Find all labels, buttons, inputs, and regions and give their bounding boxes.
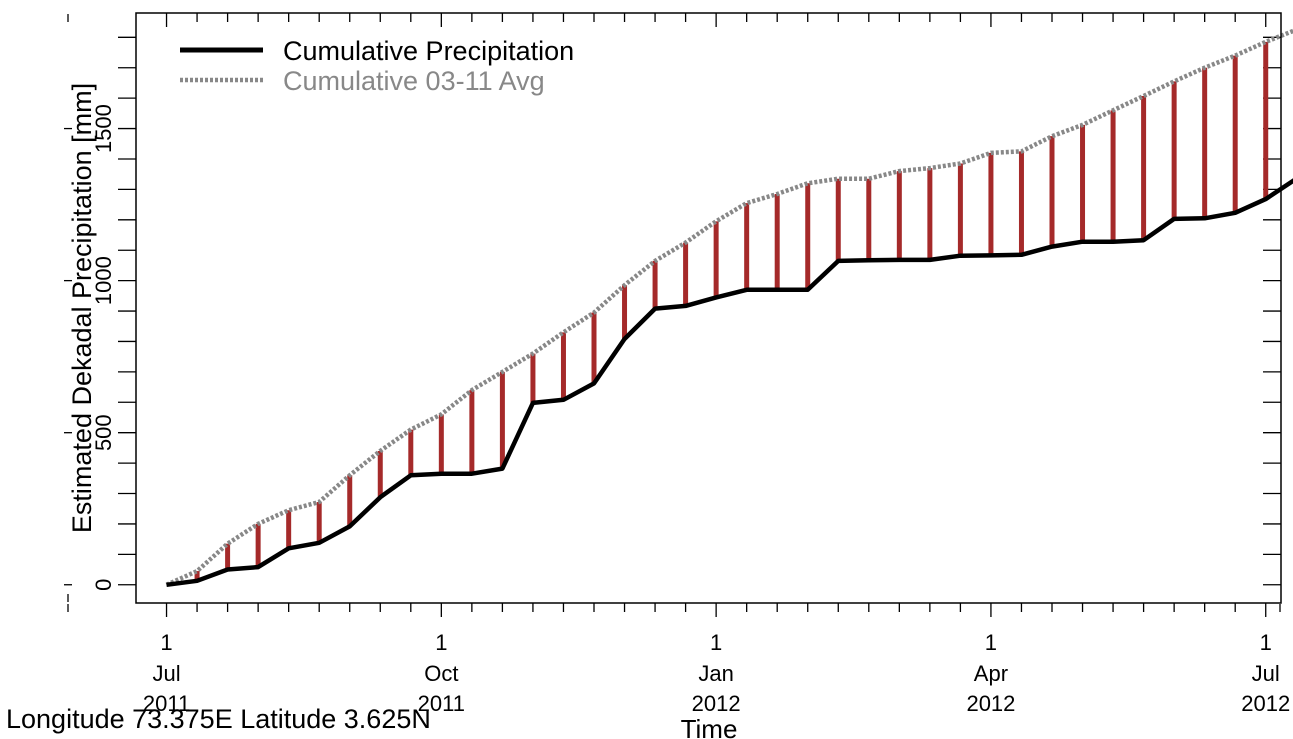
- x-tick-month: Jul: [152, 661, 180, 686]
- legend-label-precipitation: Cumulative Precipitation: [283, 36, 574, 66]
- x-tick-year: 2012: [1241, 691, 1290, 716]
- x-axis-label: Time: [681, 714, 738, 739]
- x-tick-year: 2012: [692, 691, 741, 716]
- x-tick-month: Oct: [424, 661, 458, 686]
- x-tick-day: 1: [985, 630, 997, 655]
- x-tick-day: 1: [160, 630, 172, 655]
- y-axis-label: Estimated Dekadal Precipitation [mm]: [67, 83, 97, 533]
- y-tick-label: 1000: [91, 256, 116, 305]
- y-tick-label: 0: [91, 579, 116, 591]
- legend-label-average: Cumulative 03-11 Avg: [283, 66, 545, 96]
- y-tick-label: 500: [91, 414, 116, 451]
- x-tick-year: 2011: [418, 691, 465, 716]
- series-precipitation-line: [166, 178, 1293, 588]
- axis-ticks: [64, 13, 1281, 617]
- y-tick-labels: 0 500 1000 1500: [91, 104, 116, 591]
- series-average-line: [165, 28, 1293, 587]
- y-tick-label: 1500: [91, 104, 116, 153]
- x-tick-day: 1: [710, 630, 722, 655]
- x-tick-day: 1: [1260, 630, 1272, 655]
- difference-bars: [194, 41, 1269, 581]
- legend: Cumulative Precipitation Cumulative 03-1…: [180, 36, 574, 96]
- x-tick-year: 2012: [966, 691, 1015, 716]
- x-tick-year: 2011: [143, 691, 190, 716]
- series-lines: [165, 28, 1293, 588]
- plot-frame: [135, 12, 1282, 604]
- x-tick-month: Apr: [974, 661, 1008, 686]
- x-tick-month: Jul: [1252, 661, 1280, 686]
- x-tick-labels: 1 Jul 2011 1 Oct 2011 1 Jan 2012 1 Apr 2012 1 Jul 2012: [143, 630, 1290, 716]
- location-caption: Longitude 73.375E Latitude 3.625N: [6, 704, 431, 734]
- x-tick-day: 1: [435, 630, 447, 655]
- x-tick-month: Jan: [698, 661, 733, 686]
